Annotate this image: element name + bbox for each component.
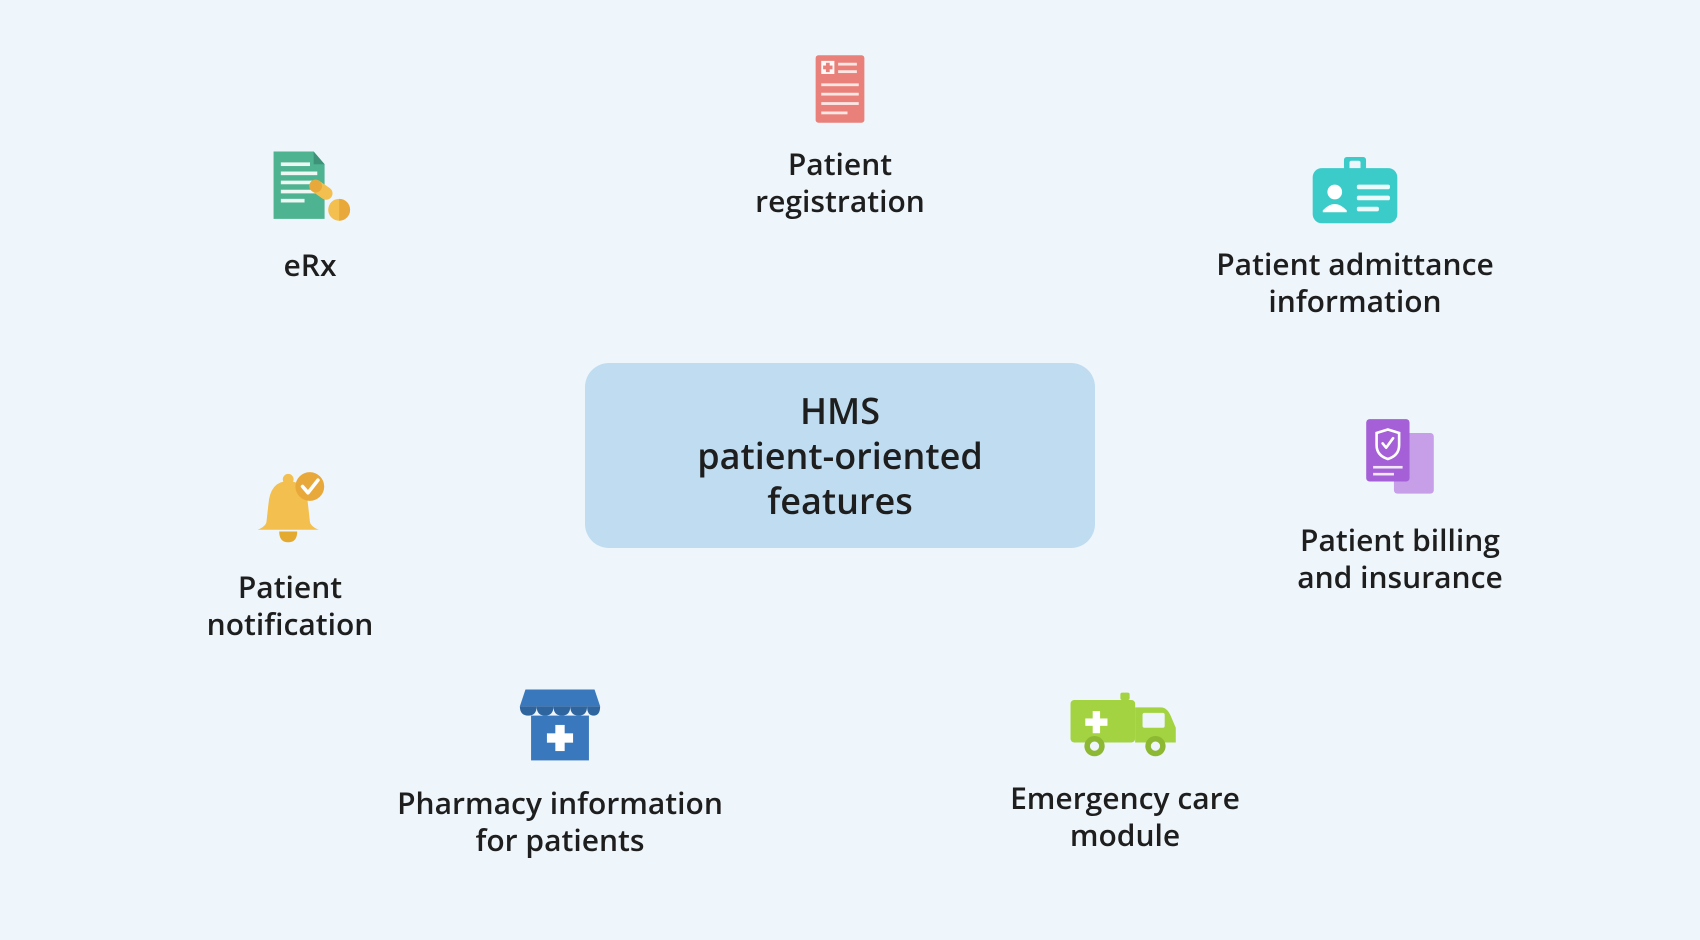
feature-label: Patient admittanceinformation <box>1216 245 1494 320</box>
feature-patient-admittance: Patient admittanceinformation <box>1165 157 1545 320</box>
diagram-canvas: HMSpatient-orientedfeatures Patientregis… <box>0 0 1700 940</box>
feature-label: Pharmacy informationfor patients <box>397 784 723 859</box>
feature-patient-notification: Patientnotification <box>150 468 430 643</box>
shield-doc-icon <box>1361 415 1439 503</box>
center-hub: HMSpatient-orientedfeatures <box>585 363 1095 548</box>
feature-pharmacy-info: Pharmacy informationfor patients <box>350 682 770 859</box>
feature-patient-billing: Patient billingand insurance <box>1250 415 1550 596</box>
center-hub-label: HMSpatient-orientedfeatures <box>697 388 983 523</box>
bell-check-icon <box>245 468 335 550</box>
feature-label: eRx <box>284 246 337 284</box>
feature-erx: eRx <box>210 146 410 284</box>
feature-label: Patientregistration <box>755 145 925 220</box>
id-card-icon <box>1309 157 1401 227</box>
pharmacy-store-icon <box>518 682 602 766</box>
clipboard-medical-icon <box>810 51 870 127</box>
feature-label: Patientnotification <box>207 568 374 643</box>
feature-label: Patient billingand insurance <box>1297 521 1503 596</box>
feature-emergency-care: Emergency caremodule <box>945 687 1305 854</box>
erx-doc-icon <box>264 146 356 228</box>
ambulance-icon <box>1065 687 1185 761</box>
feature-label: Emergency caremodule <box>1010 779 1240 854</box>
feature-patient-registration: Patientregistration <box>680 51 1000 220</box>
